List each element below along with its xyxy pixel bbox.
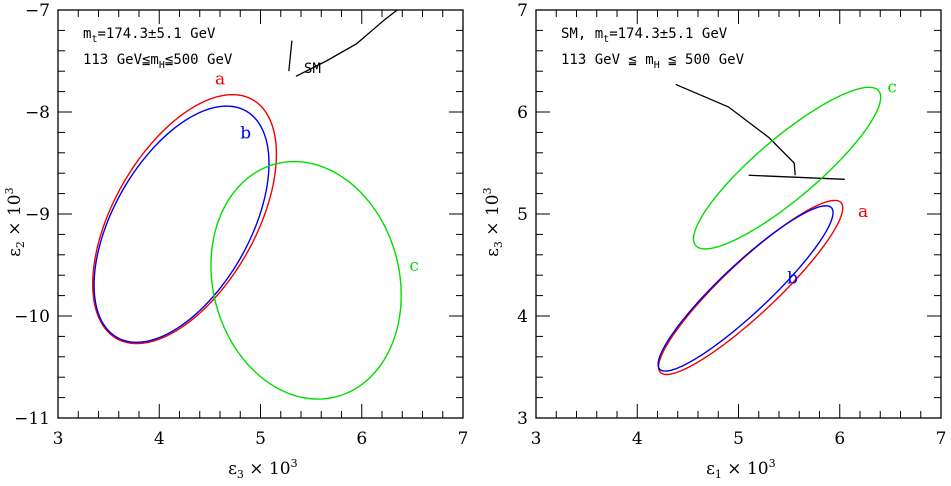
y-axis-title: ε2 × 103	[3, 187, 27, 257]
sm-mt-range-bar	[748, 174, 845, 180]
y-tick-label: −8	[25, 103, 50, 123]
plot-frame	[535, 9, 942, 419]
x-axis-title: ε3 × 103	[228, 457, 298, 481]
y-tick-label: 5	[517, 205, 528, 225]
sm-label: SM	[304, 61, 321, 77]
sm-mt-range-bar	[288, 40, 293, 72]
contour-label-b: b	[787, 268, 798, 288]
y-tick-label: 6	[517, 103, 528, 123]
x-tick-label: 7	[458, 429, 469, 449]
contour-label-a: a	[858, 202, 868, 222]
contour-ellipse-c	[210, 160, 402, 400]
y-axis-title: ε3 × 103	[481, 187, 505, 257]
contour-ellipse-b	[657, 205, 834, 372]
contour-label-c: c	[409, 256, 419, 276]
sm-prediction-line	[675, 83, 796, 176]
x-axis-title: ε1 × 103	[706, 457, 776, 481]
x-tick-label: 4	[154, 429, 165, 449]
contour-label-a: a	[215, 69, 225, 89]
x-tick-label: 5	[733, 429, 744, 449]
annotation-line-1: SM, mt=174.3±5.1 GeV	[561, 26, 728, 45]
annotation-line-1: mt=174.3±5.1 GeV	[83, 26, 216, 45]
annotation-line-2: 113 GeV ≦ mH ≦ 500 GeV	[561, 52, 745, 71]
y-tick-label: 7	[517, 1, 528, 21]
y-tick-label: −7	[25, 1, 50, 21]
y-tick-label: −10	[14, 307, 50, 327]
x-tick-label: 3	[53, 429, 64, 449]
contour-ellipse-a	[657, 199, 844, 376]
y-tick-label: −9	[25, 205, 50, 225]
x-tick-label: 6	[356, 429, 367, 449]
contour-ellipse-b	[93, 105, 270, 343]
x-tick-label: 6	[834, 429, 845, 449]
contour-label-b: b	[240, 124, 251, 144]
x-tick-label: 3	[531, 429, 542, 449]
y-tick-label: 3	[517, 409, 528, 429]
x-tick-label: 7	[936, 429, 947, 449]
y-tick-label: 4	[517, 307, 528, 327]
sm-prediction-line	[295, 9, 398, 77]
x-tick-label: 5	[255, 429, 266, 449]
contour-ellipse-a	[91, 93, 278, 345]
contour-ellipse-c	[692, 86, 882, 250]
right-panel: 3 4 5 6 7 3 4 5 6 7 ε1 × 103 ε3 × 103 SM, mt=174.3±5…	[481, 1, 946, 481]
y-tick-label: −11	[14, 409, 50, 429]
contour-label-c: c	[887, 78, 897, 98]
annotation-line-2: 113 GeV≦mH≦500 GeV	[83, 52, 233, 71]
left-panel: 3 4 5 6 7 −11 −10 −9 −8 −7 ε3 × 103 ε2 × 103 mt=174.…	[3, 1, 468, 481]
x-tick-label: 4	[632, 429, 643, 449]
